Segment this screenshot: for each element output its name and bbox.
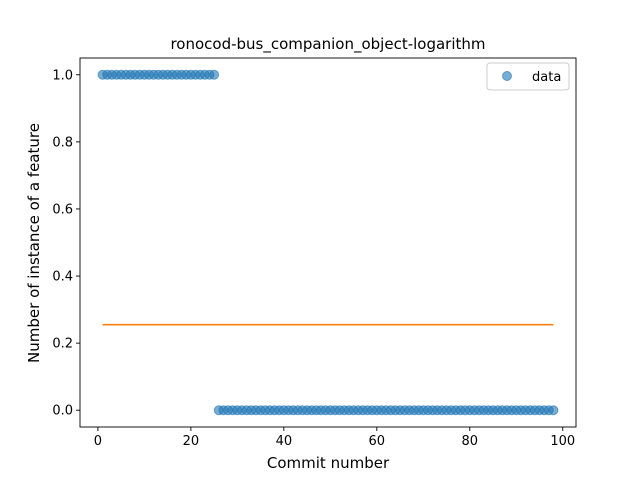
- x-tick-label: 100: [550, 434, 575, 449]
- x-axis-label: Commit number: [267, 454, 390, 472]
- x-tick-label: 60: [369, 434, 386, 449]
- legend: data: [486, 62, 570, 91]
- legend-frame: [486, 62, 570, 91]
- y-tick-label: 0.6: [52, 202, 73, 217]
- axes-frame: [79, 57, 577, 428]
- legend-label-data: data: [532, 70, 561, 85]
- x-tick-label: 80: [462, 434, 479, 449]
- plot-area: 0 20 40 60 80 100 0.0 0.2 0.4 0.6 0.8 1.0: [52, 57, 577, 449]
- x-tick-label: 40: [276, 434, 293, 449]
- y-tick-label: 1.0: [52, 68, 73, 83]
- chart-title: ronocod-bus_companion_object-logarithm: [170, 35, 485, 54]
- y-tick-label: 0.4: [52, 270, 73, 285]
- x-tick-label: 20: [183, 434, 200, 449]
- data-point: [548, 405, 559, 416]
- y-tick-label: 0.8: [52, 135, 73, 150]
- y-tick-label: 0.0: [52, 404, 73, 419]
- y-axis-label: Number of instance of a feature: [25, 123, 43, 363]
- x-tick-label: 0: [94, 434, 102, 449]
- legend-marker-data: [502, 71, 512, 81]
- data-point: [209, 69, 220, 80]
- y-tick-label: 0.2: [52, 337, 73, 352]
